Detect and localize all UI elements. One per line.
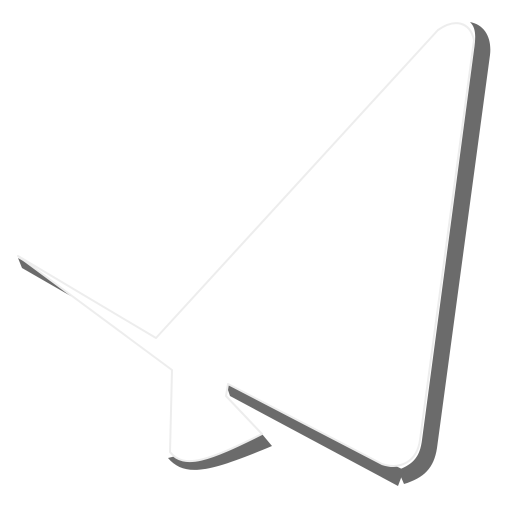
paper-plane-body: [17, 22, 475, 467]
